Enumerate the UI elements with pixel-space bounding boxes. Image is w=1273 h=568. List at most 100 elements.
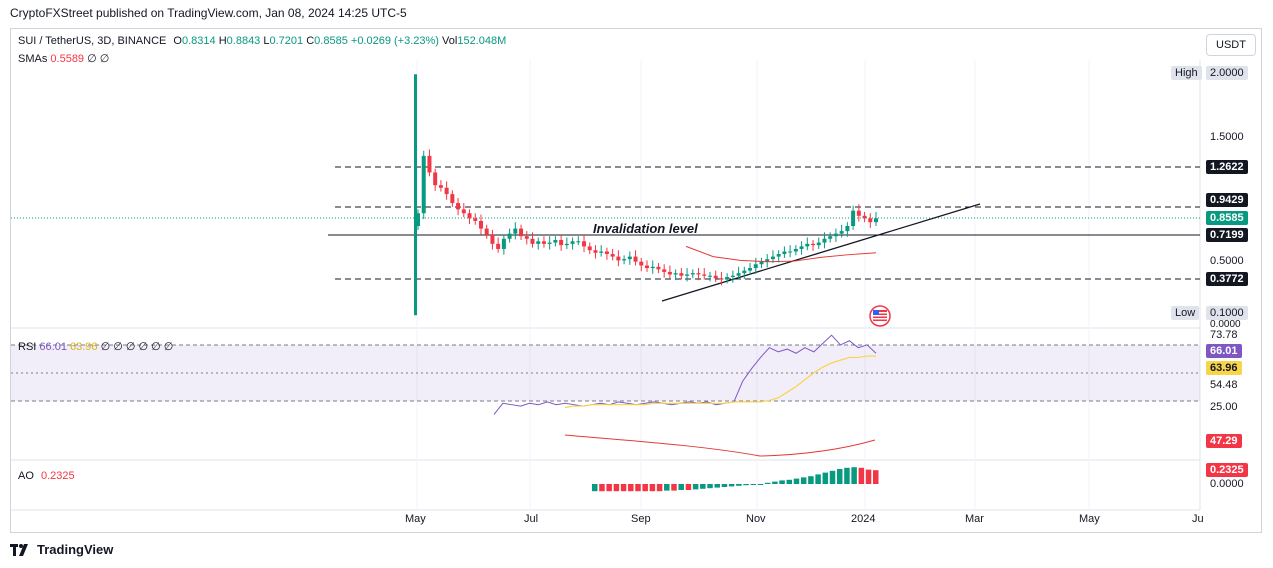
time-mar: Mar	[965, 513, 984, 525]
candle-body	[501, 238, 506, 249]
ao-bar	[851, 467, 857, 484]
time-jul-24: Ju	[1192, 513, 1204, 525]
ao-bar	[815, 474, 821, 484]
candle-body	[742, 270, 747, 274]
tradingview-logo-icon	[10, 543, 28, 556]
tag-rsi-ma: 63.96	[1206, 361, 1242, 375]
candle-body	[719, 278, 724, 280]
open-label: O	[173, 35, 182, 47]
candle-body	[811, 243, 816, 246]
ao-bar	[736, 484, 742, 486]
candle-body	[782, 251, 787, 255]
ao-bar	[606, 484, 612, 492]
ao-bar	[700, 484, 706, 489]
ao-bar	[779, 480, 785, 484]
ao-bar	[786, 479, 793, 484]
ao-bar	[772, 481, 778, 484]
candle-body	[604, 251, 609, 255]
candle-body	[616, 256, 621, 261]
ao-bar	[613, 484, 620, 492]
candle-body	[478, 220, 483, 229]
axis-price-0-5: 0.5000	[1210, 255, 1244, 267]
candle-body	[438, 185, 443, 188]
candle-body	[496, 243, 501, 249]
tradingview-logo[interactable]: TradingView	[10, 542, 113, 557]
candle-body	[667, 271, 672, 275]
candle-body	[553, 240, 558, 243]
chart-frame	[10, 28, 1262, 533]
time-may-23: May	[405, 513, 426, 525]
rsi-ma-value: 63.96	[70, 341, 98, 353]
candle-body	[467, 213, 472, 219]
sma-legend[interactable]: SMAs 0.5589 ∅ ∅	[18, 52, 109, 65]
candle-body	[599, 251, 604, 253]
ao-bar	[836, 469, 843, 484]
rsi-null-values: ∅ ∅ ∅ ∅ ∅ ∅	[100, 341, 174, 353]
candle-body	[484, 228, 489, 235]
ao-bar	[844, 467, 850, 484]
candle-body	[582, 241, 587, 247]
rsi-line	[493, 334, 877, 415]
lower-indicator-line	[564, 434, 876, 457]
low-value: 0.7201	[269, 35, 304, 47]
tag-ao: 0.2325	[1206, 463, 1248, 477]
us-flag-event-icon[interactable]	[869, 305, 891, 327]
candle-body	[627, 256, 632, 260]
candle-body	[530, 238, 535, 244]
currency-button[interactable]: USDT	[1206, 34, 1256, 56]
support-trendline[interactable]	[661, 203, 981, 302]
time-may-24: May	[1079, 513, 1100, 525]
candle-body	[519, 228, 524, 237]
candle-body	[536, 241, 541, 244]
candle-body	[576, 241, 581, 243]
rsi-label: RSI	[18, 341, 37, 353]
candle-body	[673, 273, 678, 275]
ao-value: 0.2325	[40, 470, 75, 482]
candle-body	[707, 275, 712, 277]
time-sep: Sep	[631, 513, 651, 525]
ao-bar	[865, 469, 872, 484]
candle-body	[845, 226, 850, 232]
candle-body	[633, 256, 638, 262]
ao-bar	[649, 484, 656, 492]
candle-body	[679, 273, 684, 276]
tag-47-29: 47.29	[1206, 434, 1242, 448]
ao-bar	[721, 484, 728, 487]
candle-body	[839, 231, 844, 234]
ao-bar	[599, 484, 605, 492]
candle-body	[645, 265, 649, 269]
ao-bar	[642, 484, 648, 492]
sma-label: SMAs	[18, 53, 48, 65]
axis-rsi-54-48: 54.48	[1210, 379, 1238, 391]
symbol-legend[interactable]: SUI / TetherUS, 3D, BINANCE O0.8314 H0.8…	[18, 35, 506, 47]
vol-label: Vol	[442, 35, 458, 47]
ao-bar	[728, 484, 735, 487]
candle-body	[696, 273, 701, 275]
sma-value: 0.5589	[50, 53, 85, 65]
candle-body	[433, 172, 438, 186]
candle-body	[765, 259, 770, 262]
rsi-legend[interactable]: RSI 66.01 63.96 ∅ ∅ ∅ ∅ ∅ ∅	[18, 340, 173, 353]
candle-body	[868, 218, 873, 223]
low-label-badge: Low	[1171, 306, 1200, 320]
candle-body	[748, 268, 753, 271]
time-jul: Jul	[524, 513, 539, 525]
candle-body	[730, 275, 735, 277]
candle-body	[856, 210, 861, 216]
axis-rsi-25: 25.00	[1210, 401, 1238, 413]
rsi-value: 66.01	[39, 341, 67, 353]
candle-body	[507, 233, 512, 239]
candle-body	[547, 242, 552, 244]
ao-bar	[678, 484, 684, 490]
candle-body	[822, 238, 827, 243]
symbol-name: SUI / TetherUS, 3D, BINANCE	[18, 35, 167, 47]
candle-body	[650, 266, 655, 269]
candle-body	[490, 234, 495, 244]
low-value-badge: 0.1000	[1206, 306, 1248, 320]
ao-legend[interactable]: AO 0.2325	[18, 470, 75, 482]
tag-0-7199: 0.7199	[1206, 228, 1248, 242]
vol-value: 152.048M	[457, 35, 507, 47]
candle-body	[559, 240, 564, 246]
close-value: 0.8585	[314, 35, 348, 47]
